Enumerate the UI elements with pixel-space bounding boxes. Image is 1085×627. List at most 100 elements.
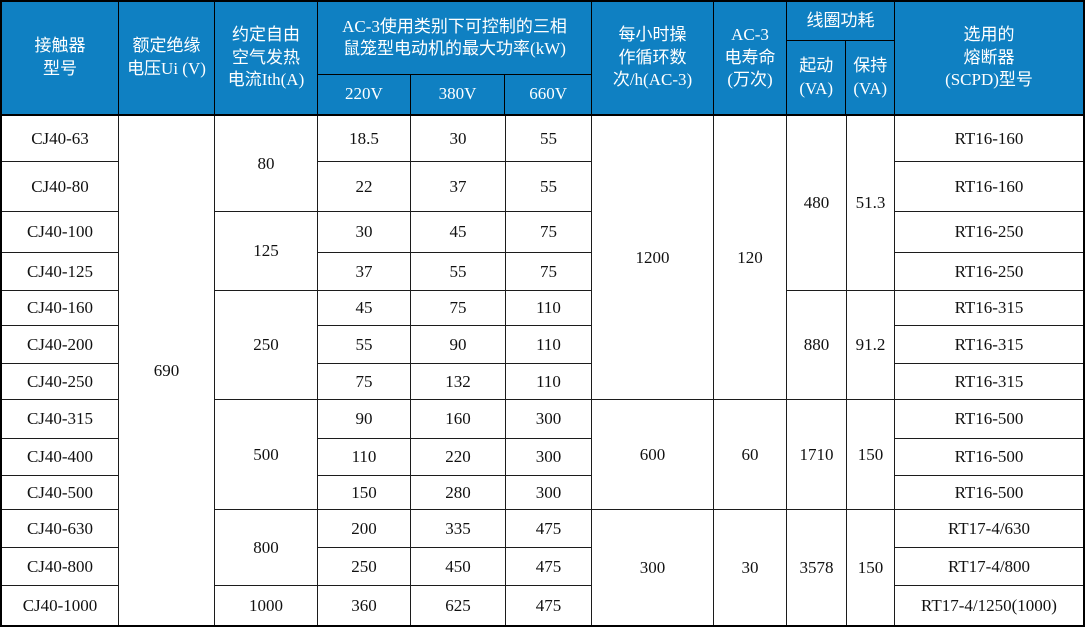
hold-va-cell: 91.2 bbox=[847, 291, 894, 400]
model-cell: CJ40-400 bbox=[2, 439, 118, 476]
p380-cell: 220 bbox=[411, 439, 505, 476]
model-cell: CJ40-80 bbox=[2, 162, 118, 212]
p220-cell: 90 bbox=[318, 400, 410, 439]
life-cell: 60 bbox=[714, 400, 786, 510]
fuse-cell: RT16-250 bbox=[895, 212, 1083, 253]
header-model: 接触器 型号 bbox=[2, 2, 119, 114]
fuse-cell: RT17-4/800 bbox=[895, 548, 1083, 586]
p660-cell: 75 bbox=[506, 212, 591, 253]
p380-cell: 90 bbox=[411, 326, 505, 364]
table-body: CJ40-63 CJ40-80 CJ40-100 CJ40-125 CJ40-1… bbox=[2, 116, 1083, 625]
p220-cell: 30 bbox=[318, 212, 410, 253]
p660-cell: 475 bbox=[535, 595, 562, 615]
col-electrical-life: 120 60 30 bbox=[714, 116, 787, 625]
header-fuse: 选用的 熔断器 (SCPD)型号 bbox=[945, 24, 1033, 90]
start-va-cell: 480 bbox=[787, 116, 846, 291]
header-220v: 220V bbox=[318, 75, 411, 114]
header-coil-start: 起动 (VA) bbox=[787, 41, 847, 114]
header-660v: 660V bbox=[529, 84, 568, 104]
model-cell: CJ40-315 bbox=[2, 400, 118, 439]
p660-cell: 110 bbox=[506, 326, 591, 364]
fuse-cell: RT16-315 bbox=[895, 326, 1083, 364]
model-cell: CJ40-160 bbox=[2, 291, 118, 326]
p220-cell: 22 bbox=[318, 162, 410, 212]
p220-cell: 45 bbox=[318, 291, 410, 326]
p220-cell: 18.5 bbox=[318, 116, 410, 162]
ops-cell: 600 bbox=[592, 400, 713, 510]
fuse-cell: RT17-4/630 bbox=[895, 510, 1083, 548]
table-header: 接触器 型号 额定绝缘 电压Ui (V) 约定自由 空气发热 电流Ith(A) … bbox=[2, 2, 1083, 116]
p220-cell: 250 bbox=[318, 548, 410, 586]
header-ith: 约定自由 空气发热 电流Ith(A) bbox=[215, 2, 318, 114]
p380-cell: 37 bbox=[411, 162, 505, 212]
col-ops-per-hour: 1200 600 300 bbox=[592, 116, 714, 625]
p220-cell: 55 bbox=[318, 326, 410, 364]
header-electrical-life: AC-3 电寿命 (万次) bbox=[714, 2, 787, 114]
p660-cell: 300 bbox=[506, 400, 591, 439]
header-power-title: AC-3使用类别下可控制的三相 鼠笼型电动机的最大功率(kW) bbox=[318, 2, 591, 75]
p660-cell: 75 bbox=[506, 253, 591, 291]
p220-cell: 360 bbox=[351, 595, 377, 615]
fuse-cell: RT16-500 bbox=[895, 439, 1083, 476]
ops-cell: 300 bbox=[639, 557, 666, 577]
p660-cell: 300 bbox=[506, 476, 591, 510]
start-va-cell: 3578 bbox=[799, 557, 834, 577]
start-va-cell: 880 bbox=[787, 291, 846, 400]
model-cell: CJ40-100 bbox=[2, 212, 118, 253]
life-cell: 30 bbox=[741, 557, 759, 577]
ith-cell: 1000 bbox=[249, 595, 283, 615]
fuse-cell: RT16-315 bbox=[895, 364, 1083, 400]
fuse-cell: RT16-250 bbox=[895, 253, 1083, 291]
fuse-cell: RT16-160 bbox=[895, 162, 1083, 212]
model-cell: CJ40-63 bbox=[2, 116, 118, 162]
p380-cell: 45 bbox=[411, 212, 505, 253]
ith-cell: 250 bbox=[215, 291, 317, 400]
ith-cell: 800 bbox=[215, 510, 317, 586]
col-coil-start: 480 880 1710 3578 bbox=[787, 116, 847, 625]
col-ith: 80 125 250 500 800 1000 bbox=[215, 116, 318, 625]
p660-cell: 300 bbox=[506, 439, 591, 476]
p660-cell: 475 bbox=[506, 548, 591, 586]
ith-cell: 80 bbox=[215, 116, 317, 212]
fuse-cell: RT16-500 bbox=[895, 400, 1083, 439]
p220-cell: 200 bbox=[318, 510, 410, 548]
hold-va-cell: 150 bbox=[847, 400, 894, 510]
start-va-cell: 1710 bbox=[787, 400, 846, 510]
header-380v: 380V bbox=[411, 75, 506, 114]
col-voltage: 690 bbox=[119, 116, 215, 625]
p660-cell: 110 bbox=[506, 291, 591, 326]
model-cell: CJ40-500 bbox=[2, 476, 118, 510]
model-cell: CJ40-200 bbox=[2, 326, 118, 364]
life-cell: 120 bbox=[714, 116, 786, 400]
model-cell: CJ40-125 bbox=[2, 253, 118, 291]
voltage-cell: 690 bbox=[153, 360, 180, 380]
header-coil-hold: 保持 (VA) bbox=[853, 56, 888, 98]
p380-cell: 450 bbox=[411, 548, 505, 586]
model-cell: CJ40-250 bbox=[2, 364, 118, 400]
p660-cell: 55 bbox=[506, 116, 591, 162]
header-coil-title: 线圈功耗 bbox=[787, 2, 894, 41]
fuse-cell: RT16-315 bbox=[895, 291, 1083, 326]
p380-cell: 280 bbox=[411, 476, 505, 510]
model-cell: CJ40-800 bbox=[2, 548, 118, 586]
col-fuse: RT16-160 RT16-160 RT16-250 RT16-250 RT16… bbox=[895, 116, 1083, 625]
p380-cell: 30 bbox=[411, 116, 505, 162]
p660-cell: 55 bbox=[506, 162, 591, 212]
fuse-cell: RT17-4/1250(1000) bbox=[921, 595, 1057, 615]
col-power-220v: 18.5 22 30 37 45 55 75 90 110 150 200 25… bbox=[318, 116, 411, 625]
header-power-subrow: 220V 380V 660V bbox=[318, 75, 591, 114]
model-cell: CJ40-1000 bbox=[22, 595, 98, 615]
p220-cell: 110 bbox=[318, 439, 410, 476]
col-power-380v: 30 37 45 55 75 90 132 160 220 280 335 45… bbox=[411, 116, 506, 625]
p380-cell: 335 bbox=[411, 510, 505, 548]
p380-cell: 75 bbox=[411, 291, 505, 326]
p380-cell: 55 bbox=[411, 253, 505, 291]
header-coil-subrow: 起动 (VA) 保持 (VA) bbox=[787, 41, 894, 114]
header-voltage: 额定绝缘 电压Ui (V) bbox=[119, 2, 215, 114]
p380-cell: 132 bbox=[411, 364, 505, 400]
header-coil-group: 线圈功耗 起动 (VA) 保持 (VA) bbox=[787, 2, 895, 114]
col-model: CJ40-63 CJ40-80 CJ40-100 CJ40-125 CJ40-1… bbox=[2, 116, 119, 625]
p380-cell: 625 bbox=[445, 595, 471, 615]
p220-cell: 150 bbox=[318, 476, 410, 510]
